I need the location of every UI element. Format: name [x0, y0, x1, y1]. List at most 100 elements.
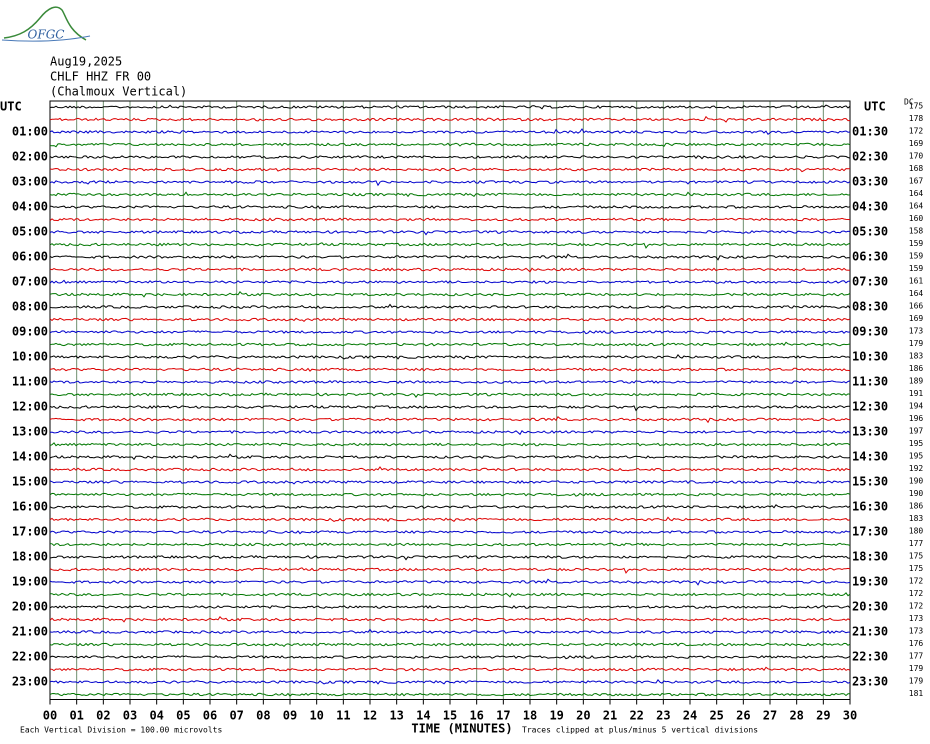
- trace: [49, 330, 851, 335]
- trace: [49, 504, 851, 509]
- left-time-label: 11:00: [12, 375, 48, 389]
- dc-offset: 177: [909, 652, 924, 661]
- trace: [49, 267, 851, 273]
- dc-offset: 170: [909, 152, 924, 161]
- x-tick-label: 28: [789, 709, 803, 723]
- dc-offset: 176: [909, 639, 924, 648]
- x-tick-label: 20: [576, 709, 590, 723]
- left-time-label: 08:00: [12, 300, 48, 314]
- left-time-label: 05:00: [12, 225, 48, 239]
- dc-offset: 186: [909, 502, 924, 511]
- logo-curve: [3, 6, 87, 41]
- dc-offset: 186: [909, 364, 924, 373]
- dc-offset: 179: [909, 664, 924, 673]
- trace: [49, 303, 851, 309]
- right-time-label: 12:30: [852, 400, 888, 414]
- trace: [49, 480, 851, 485]
- right-time-label: 04:30: [852, 200, 888, 214]
- dc-offset: 164: [909, 289, 924, 298]
- dc-offset: 166: [909, 302, 924, 311]
- x-tick-label: 23: [656, 709, 670, 723]
- trace: [49, 442, 851, 447]
- trace: [49, 466, 851, 472]
- trace: [49, 430, 851, 436]
- trace: [49, 678, 851, 685]
- left-time-label: 19:00: [12, 575, 48, 589]
- right-time-label: 23:30: [852, 675, 888, 689]
- dc-offset: 172: [909, 589, 924, 598]
- trace: [49, 530, 851, 535]
- x-tick-label: 14: [416, 709, 430, 723]
- trace: [49, 253, 851, 261]
- right-time-label: 19:30: [852, 575, 888, 589]
- trace: [49, 642, 851, 647]
- trace: [49, 217, 851, 222]
- right-time-label: UTC: [864, 100, 886, 114]
- logo-swoosh: [1, 35, 91, 42]
- trace: [49, 191, 851, 198]
- dc-offset: 169: [909, 314, 924, 323]
- right-time-label: 20:30: [852, 600, 888, 614]
- trace: [49, 666, 851, 672]
- right-time-label: 02:30: [852, 150, 888, 164]
- x-tick-label: 11: [336, 709, 350, 723]
- x-tick-label: 04: [149, 709, 163, 723]
- dc-offset: 196: [909, 414, 924, 423]
- trace: [49, 516, 851, 523]
- x-tick-label: 09: [283, 709, 297, 723]
- right-time-label: 10:30: [852, 350, 888, 364]
- trace: [49, 242, 851, 249]
- x-tick-label: 15: [443, 709, 457, 723]
- x-tick-label: 25: [709, 709, 723, 723]
- trace: [49, 567, 851, 574]
- trace: [49, 128, 851, 136]
- dc-offset: 173: [909, 327, 924, 336]
- left-time-label: 12:00: [12, 400, 48, 414]
- x-tick-label: 27: [763, 709, 777, 723]
- dc-offset: 195: [909, 439, 924, 448]
- dc-offset: 167: [909, 177, 924, 186]
- trace: [49, 341, 851, 347]
- logo: OFGC: [1, 6, 91, 42]
- x-tick-label: 07: [229, 709, 243, 723]
- left-time-label: 23:00: [12, 675, 48, 689]
- right-time-label: 16:30: [852, 500, 888, 514]
- header-line: Aug19,2025: [50, 55, 122, 69]
- right-time-label: 11:30: [852, 375, 888, 389]
- dc-offset: 172: [909, 577, 924, 586]
- right-time-label: 13:30: [852, 425, 888, 439]
- x-tick-label: 02: [96, 709, 110, 723]
- dc-offset: 175: [909, 102, 924, 111]
- trace: [49, 655, 851, 660]
- dc-offset: 183: [909, 514, 924, 523]
- left-time-label: 13:00: [12, 425, 48, 439]
- footer-left: Each Vertical Division = 100.00 microvol…: [20, 726, 222, 735]
- dc-offset: 175: [909, 552, 924, 561]
- dc-offset: 172: [909, 127, 924, 136]
- trace: [49, 380, 851, 384]
- dc-offset: 169: [909, 139, 924, 148]
- right-time-label: 03:30: [852, 175, 888, 189]
- dc-offset: 178: [909, 114, 924, 123]
- trace: [49, 542, 851, 547]
- left-time-label: 20:00: [12, 600, 48, 614]
- dc-offset: 160: [909, 214, 924, 223]
- left-time-label: 15:00: [12, 475, 48, 489]
- trace: [49, 115, 850, 123]
- x-tick-label: 16: [469, 709, 483, 723]
- plot-frame: [49, 100, 851, 700]
- dc-offset: 190: [909, 477, 924, 486]
- trace: [49, 367, 851, 372]
- x-tick-label: 30: [843, 709, 857, 723]
- footer-right: Traces clipped at plus/minus 5 vertical …: [522, 726, 758, 735]
- right-time-label: 01:30: [852, 125, 888, 139]
- left-time-label: 06:00: [12, 250, 48, 264]
- dc-offset: 168: [909, 164, 924, 173]
- dc-offset: 197: [909, 427, 924, 436]
- left-time-label: 18:00: [12, 550, 48, 564]
- left-time-label: 01:00: [12, 125, 48, 139]
- x-tick-label: 06: [203, 709, 217, 723]
- trace: [49, 317, 851, 322]
